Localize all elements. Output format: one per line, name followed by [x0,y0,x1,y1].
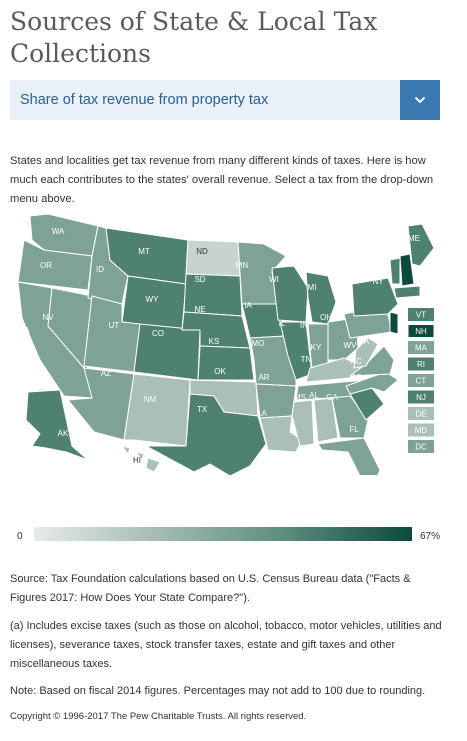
intro-text: States and localities get tax revenue fr… [10,155,434,205]
fiscal-note: Note: Based on fiscal 2014 figures. Perc… [10,685,426,697]
state-box-label-md: MD [415,426,428,435]
state-label-ne: NE [194,305,205,314]
state-box-ct[interactable]: CT [408,374,434,387]
state-box-de[interactable]: DE [408,407,434,420]
state-label-oh: OH [320,313,332,322]
state-SD[interactable] [183,273,243,317]
state-label-hi: HI [133,456,141,465]
state-AK[interactable] [25,389,89,461]
state-label-tx: TX [197,405,208,414]
copyright: Copyright © 1996-2017 The Pew Charitable… [10,711,307,722]
state-NY[interactable] [351,277,399,317]
state-label-wi: WI [269,275,279,284]
state-NM[interactable] [123,373,191,447]
footnote-a: (a) Includes excise taxes (such as those… [10,620,442,670]
state-TX[interactable] [145,393,267,475]
state-label-ak: AK [58,429,69,438]
state-label-co: CO [152,329,164,338]
state-box-nh[interactable]: NH [407,324,435,338]
state-label-mi: MI [308,283,317,292]
state-label-ms: MS [294,393,306,402]
state-label-ut: UT [109,321,120,330]
state-box-ma[interactable]: MA [408,341,434,354]
state-KS[interactable] [197,345,255,381]
state-HI[interactable] [121,445,161,473]
state-box-nj[interactable]: NJ [408,390,434,404]
state-MS[interactable] [291,399,315,447]
state-label-az: AZ [101,369,111,378]
state-WI[interactable] [271,265,309,323]
state-label-ny: NY [372,277,384,286]
dropdown-toggle-button[interactable] [400,80,440,120]
state-label-wv: WV [344,341,358,350]
state-label-la: LA [257,409,267,418]
state-label-nc: NC [350,357,362,366]
state-ND[interactable] [185,239,241,277]
state-label-ga: GA [326,393,338,402]
state-VT-mainland[interactable] [389,257,401,285]
state-FL[interactable] [317,437,381,475]
state-NH-mainland[interactable] [399,253,415,287]
state-label-nm: NM [144,395,157,404]
state-label-ca: CA [18,326,30,335]
legend-max-label: 67% [420,531,441,542]
state-AL[interactable] [313,397,339,443]
source-note: Source: Tax Foundation calculations base… [10,573,411,604]
state-ME[interactable] [407,223,435,267]
state-label-fl: FL [349,425,359,434]
state-box-label-ct: CT [416,377,427,386]
page-title: Sources of State & Local Tax Collections [10,7,378,68]
state-label-sd: SD [194,275,205,284]
state-label-nv: NV [42,313,54,322]
state-label-va: VA [359,337,370,346]
state-box-dc[interactable]: DC [408,440,434,453]
state-label-nd: ND [196,247,208,256]
state-box-ri[interactable]: RI [408,357,434,371]
state-box-label-nj: NJ [416,393,426,402]
legend-gradient-bar [34,527,412,541]
tax-type-dropdown[interactable]: Share of tax revenue from property tax [10,80,440,120]
state-GA[interactable] [331,395,369,439]
state-box-label-ma: MA [415,344,428,353]
state-NJ-mainland[interactable] [389,311,399,335]
state-label-pa: PA [367,273,378,282]
color-legend: 0 67% [10,525,450,547]
state-label-id: ID [96,265,104,274]
state-label-in: IN [300,321,308,330]
legend-min-label: 0 [17,531,23,542]
state-label-wa: WA [52,227,65,236]
us-choropleth-map: WA OR CA NV ID MT WY UT AZ CO NM ND SD NE KS OK TX MN IA MO… [17,213,435,475]
state-label-ks: KS [209,337,220,346]
state-box-md[interactable]: MD [408,423,434,437]
state-box-vt[interactable]: VT [408,308,434,321]
state-label-ia: IA [244,301,252,310]
state-box-label-vt: VT [416,311,426,320]
state-label-sc: SC [350,373,361,382]
state-label-il: IL [279,319,286,328]
state-WV[interactable] [353,337,379,369]
state-label-mt: MT [138,247,150,256]
state-label-wy: WY [146,295,160,304]
state-box-label-ri: RI [417,360,425,369]
state-box-label-nh: NH [415,327,427,336]
state-IL[interactable] [279,321,313,381]
state-CO[interactable] [133,323,201,381]
state-label-ar: AR [258,373,269,382]
state-label-mn: MN [236,261,249,270]
state-label-me: ME [408,234,420,243]
chevron-down-icon [414,96,426,104]
state-label-al: AL [309,391,319,400]
state-label-mo: MO [252,339,265,348]
dropdown-selected-value: Share of tax revenue from property tax [20,92,269,108]
state-box-label-dc: DC [415,443,427,452]
state-label-ok: OK [214,367,226,376]
state-MA-mainland[interactable] [393,285,421,299]
state-label-ky: KY [311,343,322,352]
state-label-or: OR [40,261,52,270]
state-box-label-de: DE [415,410,426,419]
state-label-tn: TN [301,355,312,364]
